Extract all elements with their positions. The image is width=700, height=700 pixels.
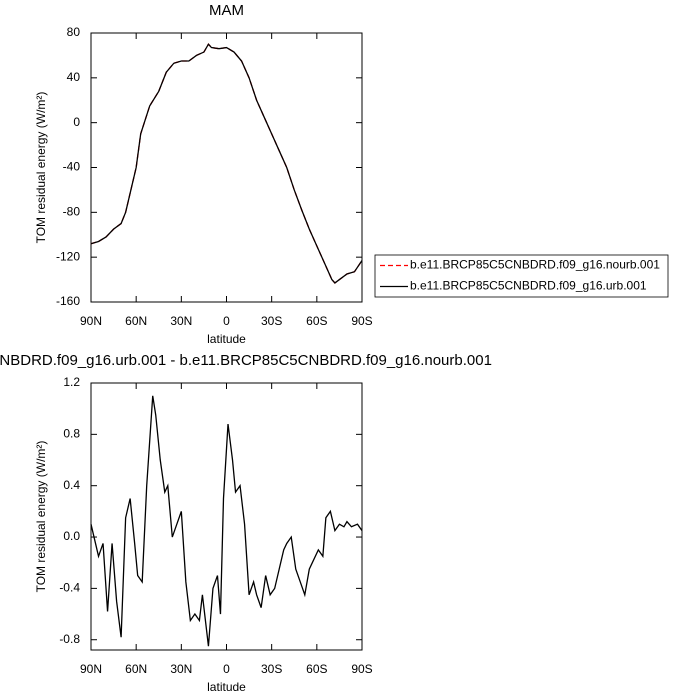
x-tick-label: 0 bbox=[223, 314, 230, 328]
x-tick-label: 0 bbox=[223, 662, 230, 676]
y-tick-label: 1.2 bbox=[63, 375, 80, 389]
x-tick-label: 90N bbox=[80, 662, 102, 676]
y-tick-label: -120 bbox=[56, 249, 80, 263]
x-tick-label: 60S bbox=[306, 314, 327, 328]
legend-label: b.e11.BRCP85C5CNBDRD.f09_g16.urb.001 bbox=[410, 279, 647, 293]
plot-frame bbox=[90, 32, 363, 303]
legend-box bbox=[374, 254, 669, 298]
y-tick-label: 0.8 bbox=[63, 427, 80, 441]
y-tick-label: 0.0 bbox=[63, 529, 80, 543]
y-tick-label: 0.4 bbox=[63, 478, 80, 492]
x-tick-label: 60S bbox=[306, 662, 327, 676]
y-tick-label: 80 bbox=[67, 25, 81, 39]
x-tick-label: 30S bbox=[261, 314, 282, 328]
y-axis-label: TOM residual energy (W/m²) bbox=[34, 92, 48, 244]
y-tick-label: -40 bbox=[63, 160, 81, 174]
y-tick-label: -160 bbox=[56, 294, 80, 308]
y-axis-label: TOM residual energy (W/m²) bbox=[34, 441, 48, 593]
x-tick-label: 30S bbox=[261, 662, 282, 676]
chart-title: MAM bbox=[209, 2, 244, 19]
data-line bbox=[90, 395, 363, 647]
x-tick-label: 60N bbox=[125, 662, 147, 676]
y-tick-label: -0.4 bbox=[59, 581, 80, 595]
x-tick-label: 30N bbox=[170, 662, 192, 676]
y-tick-label: 0 bbox=[73, 115, 80, 129]
x-tick-label: 90N bbox=[80, 314, 102, 328]
y-tick-label: -0.8 bbox=[59, 632, 80, 646]
y-tick-label: -80 bbox=[63, 205, 81, 219]
legend-label: b.e11.BRCP85C5CNBDRD.f09_g16.nourb.001 bbox=[410, 258, 660, 272]
x-tick-label: 60N bbox=[125, 314, 147, 328]
x-tick-label: 90S bbox=[351, 314, 372, 328]
data-line bbox=[90, 43, 363, 284]
chart-title: 5C5CNBDRD.f09_g16.urb.001 - b.e11.BRCP85… bbox=[0, 352, 492, 369]
x-axis-label: latitude bbox=[207, 332, 246, 346]
data-line bbox=[90, 43, 363, 284]
y-tick-label: 40 bbox=[67, 70, 81, 84]
x-tick-label: 30N bbox=[170, 314, 192, 328]
x-tick-label: 90S bbox=[351, 662, 372, 676]
x-axis-label: latitude bbox=[207, 680, 246, 694]
